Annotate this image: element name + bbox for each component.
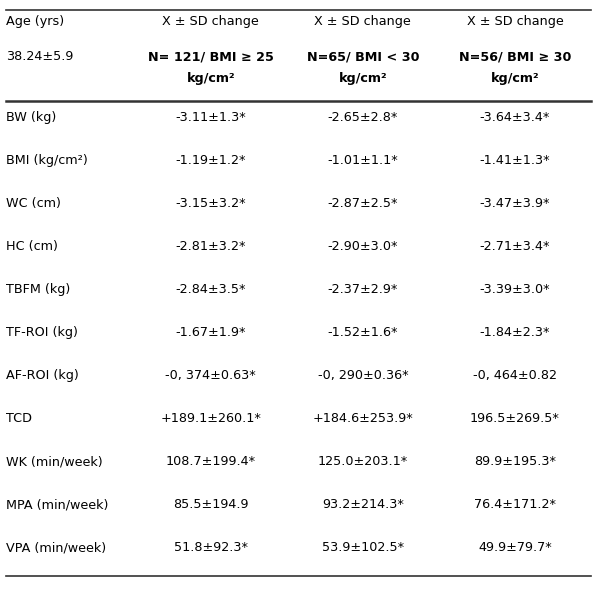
- Text: Age (yrs): Age (yrs): [6, 15, 64, 28]
- Text: -2.90±3.0*: -2.90±3.0*: [328, 240, 398, 253]
- Text: -1.52±1.6*: -1.52±1.6*: [328, 326, 398, 339]
- Text: -2.71±3.4*: -2.71±3.4*: [480, 240, 550, 253]
- Text: -0, 464±0.82: -0, 464±0.82: [473, 369, 557, 382]
- Text: 125.0±203.1*: 125.0±203.1*: [318, 455, 408, 468]
- Text: 93.2±214.3*: 93.2±214.3*: [322, 499, 404, 512]
- Text: 53.9±102.5*: 53.9±102.5*: [322, 542, 404, 555]
- Text: BMI (kg/cm²): BMI (kg/cm²): [6, 154, 88, 167]
- Text: 51.8±92.3*: 51.8±92.3*: [173, 542, 248, 555]
- Text: 38.24±5.9: 38.24±5.9: [6, 50, 73, 63]
- Text: -2.37±2.9*: -2.37±2.9*: [328, 283, 398, 296]
- Text: 76.4±171.2*: 76.4±171.2*: [474, 499, 556, 512]
- Text: -0, 374±0.63*: -0, 374±0.63*: [165, 369, 256, 382]
- Text: -2.81±3.2*: -2.81±3.2*: [175, 240, 246, 253]
- Text: -2.84±3.5*: -2.84±3.5*: [175, 283, 246, 296]
- Text: -1.19±1.2*: -1.19±1.2*: [175, 154, 246, 167]
- Text: MPA (min/week): MPA (min/week): [6, 499, 108, 512]
- Text: -0, 290±0.36*: -0, 290±0.36*: [318, 369, 408, 382]
- Text: WK (min/week): WK (min/week): [6, 455, 103, 468]
- Text: -1.41±1.3*: -1.41±1.3*: [480, 154, 550, 167]
- Text: -3.15±3.2*: -3.15±3.2*: [175, 197, 246, 210]
- Text: TCD: TCD: [6, 412, 32, 425]
- Text: -2.87±2.5*: -2.87±2.5*: [328, 197, 398, 210]
- Text: -1.84±2.3*: -1.84±2.3*: [480, 326, 550, 339]
- Text: 196.5±269.5*: 196.5±269.5*: [470, 412, 560, 425]
- Text: kg/cm²: kg/cm²: [187, 73, 235, 86]
- Text: AF-ROI (kg): AF-ROI (kg): [6, 369, 78, 382]
- Text: X ± SD change: X ± SD change: [314, 15, 411, 28]
- Text: +189.1±260.1*: +189.1±260.1*: [160, 412, 261, 425]
- Text: VPA (min/week): VPA (min/week): [6, 542, 106, 555]
- Text: -3.39±3.0*: -3.39±3.0*: [480, 283, 550, 296]
- Text: BW (kg): BW (kg): [6, 111, 56, 124]
- Text: TF-ROI (kg): TF-ROI (kg): [6, 326, 78, 339]
- Text: +184.6±253.9*: +184.6±253.9*: [312, 412, 413, 425]
- Text: 108.7±199.4*: 108.7±199.4*: [166, 455, 256, 468]
- Text: -2.65±2.8*: -2.65±2.8*: [328, 111, 398, 124]
- Text: WC (cm): WC (cm): [6, 197, 61, 210]
- Text: N= 121/ BMI ≥ 25: N= 121/ BMI ≥ 25: [148, 50, 274, 63]
- Text: kg/cm²: kg/cm²: [339, 73, 387, 86]
- Text: HC (cm): HC (cm): [6, 240, 58, 253]
- Text: N=65/ BMI < 30: N=65/ BMI < 30: [307, 50, 419, 63]
- Text: -1.67±1.9*: -1.67±1.9*: [175, 326, 246, 339]
- Text: TBFM (kg): TBFM (kg): [6, 283, 70, 296]
- Text: -3.47±3.9*: -3.47±3.9*: [480, 197, 550, 210]
- Text: N=56/ BMI ≥ 30: N=56/ BMI ≥ 30: [459, 50, 571, 63]
- Text: -3.11±1.3*: -3.11±1.3*: [175, 111, 246, 124]
- Text: 85.5±194.9: 85.5±194.9: [173, 499, 248, 512]
- Text: -3.64±3.4*: -3.64±3.4*: [480, 111, 550, 124]
- Text: 89.9±195.3*: 89.9±195.3*: [474, 455, 556, 468]
- Text: kg/cm²: kg/cm²: [491, 73, 539, 86]
- Text: 49.9±79.7*: 49.9±79.7*: [478, 542, 552, 555]
- Text: X ± SD change: X ± SD change: [467, 15, 563, 28]
- Text: -1.01±1.1*: -1.01±1.1*: [327, 154, 398, 167]
- Text: X ± SD change: X ± SD change: [162, 15, 259, 28]
